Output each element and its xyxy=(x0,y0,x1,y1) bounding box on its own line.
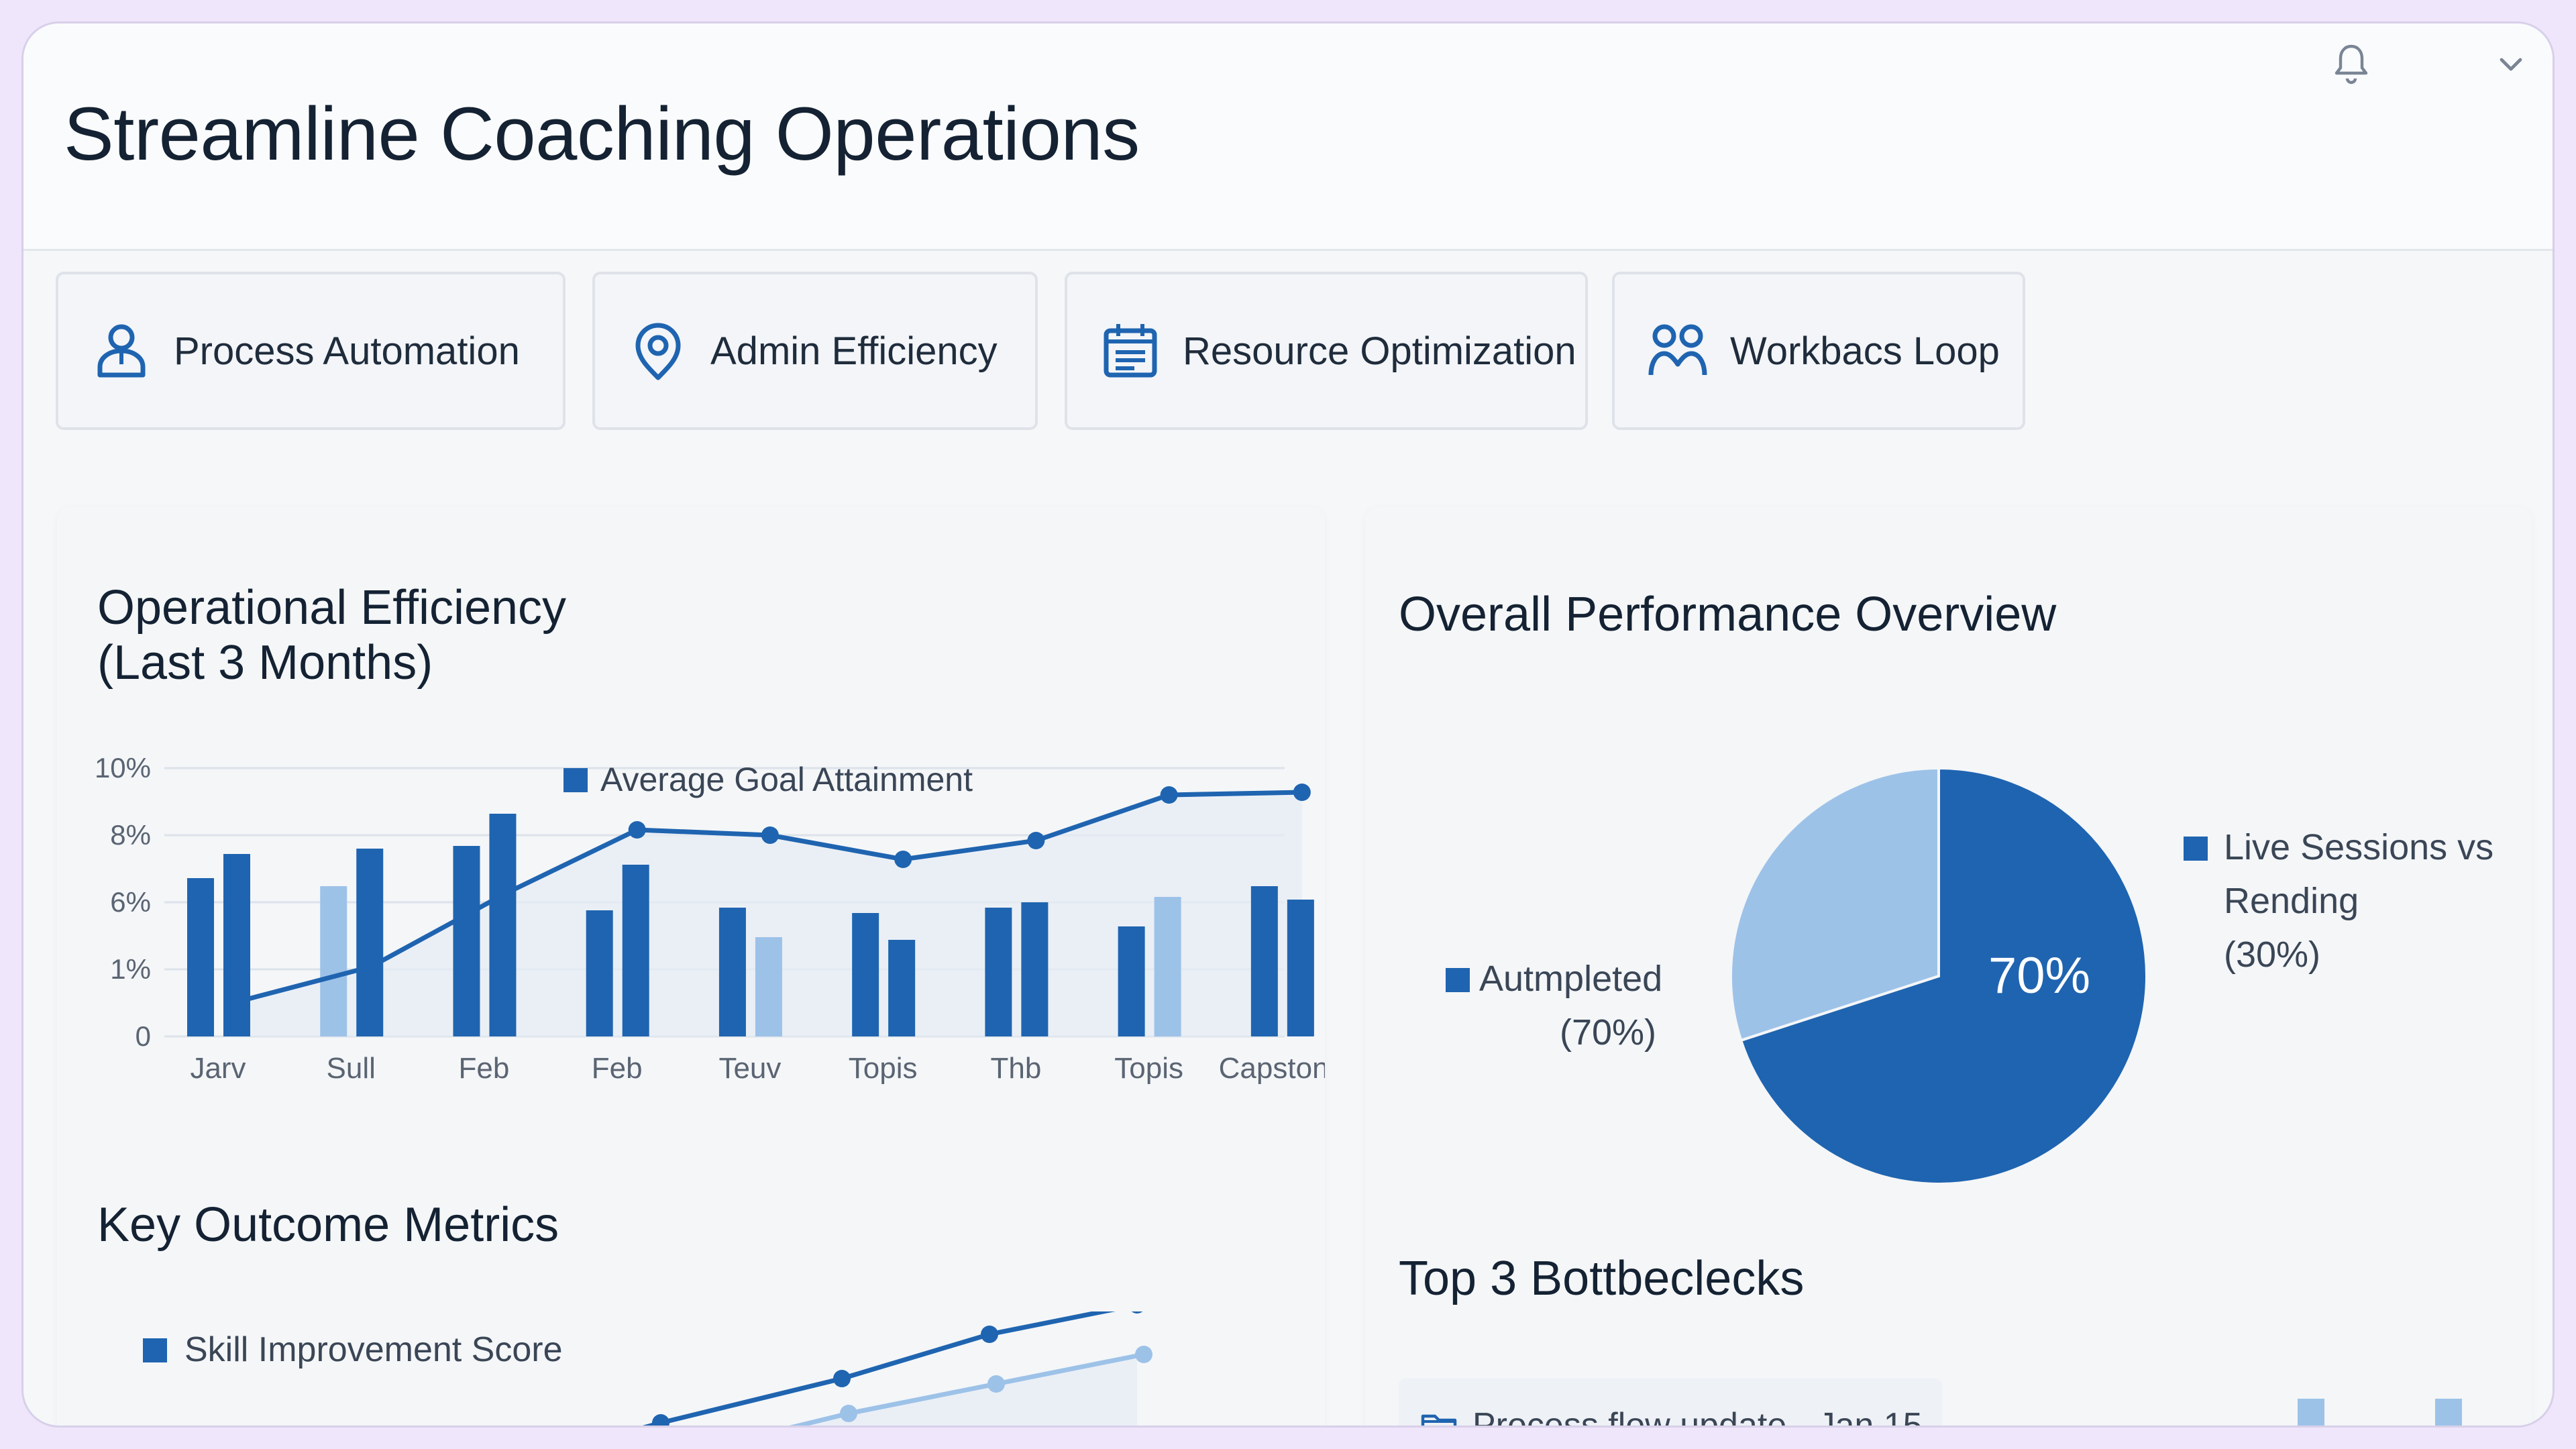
title-subline: (Last 3 Months) xyxy=(97,636,433,690)
bar xyxy=(1154,897,1181,1036)
y-tick-label: 0 xyxy=(136,1020,151,1052)
line-point xyxy=(981,1326,998,1343)
line-point xyxy=(1027,832,1045,849)
folder-icon xyxy=(1421,1414,1457,1426)
line-point xyxy=(833,1370,851,1387)
line-point xyxy=(840,1405,857,1422)
x-tick-label: Jarv xyxy=(190,1052,246,1085)
legend-swatch xyxy=(2184,837,2208,861)
bar xyxy=(2298,1399,2324,1426)
bar xyxy=(718,908,746,1036)
bar xyxy=(888,940,916,1036)
bar xyxy=(1021,902,1049,1036)
page-title: Streamline Coaching Operations xyxy=(64,92,1140,176)
x-tick-label: Feb xyxy=(592,1052,643,1085)
legend-label: Autmpleted xyxy=(1479,959,1662,999)
bottleneck-label: Process flow update - Jan 15 xyxy=(1472,1406,1923,1428)
line-point xyxy=(362,958,380,975)
bar xyxy=(1250,886,1278,1036)
tab-label: Workbacs Loop xyxy=(1730,329,2000,373)
title-line: Operational Efficiency xyxy=(97,581,567,635)
x-tick-label: Teuv xyxy=(718,1052,781,1085)
tab-admin-efficiency[interactable]: Admin Efficiency xyxy=(592,272,1038,430)
line-point xyxy=(495,885,513,903)
key-outcome-metrics-chart: Skill Improvement Score10% xyxy=(143,1311,1152,1426)
legend-label: Average Goal Attainment xyxy=(600,761,973,798)
x-tick-label: Feb xyxy=(459,1052,510,1085)
y-tick-label: 6% xyxy=(110,886,151,918)
performance-overview-card: Overall Performance Overview 70% Autmplet… xyxy=(1365,506,2532,1428)
legend-swatch xyxy=(143,1338,167,1362)
line-point xyxy=(1160,786,1178,804)
line-point xyxy=(1293,784,1311,801)
tab-label: Process Automation xyxy=(174,329,520,373)
x-tick-label: Capstone xyxy=(1219,1052,1325,1085)
bar xyxy=(985,908,1012,1036)
tab-label: Admin Efficiency xyxy=(710,329,998,373)
line-point xyxy=(628,821,646,839)
legend-swatch xyxy=(564,768,588,792)
key-outcome-metrics-title: Key Outcome Metrics xyxy=(97,1198,559,1252)
pie-slice xyxy=(1729,766,1940,1042)
y-tick-label: 1% xyxy=(110,953,151,985)
performance-pie-chart: 70% Autmpleted (70%) Live Sessions vs Rendin… xyxy=(1446,766,2493,1185)
legend-label: Rending xyxy=(2224,881,2359,921)
bar xyxy=(852,913,879,1036)
line-point xyxy=(1131,1311,1143,1313)
header: Streamline Coaching Operations xyxy=(23,23,2553,251)
bar xyxy=(489,814,517,1036)
bar xyxy=(1287,900,1314,1036)
chevron-down-icon[interactable] xyxy=(2484,38,2538,92)
tab-workbacs-loop[interactable]: Workbacs Loop xyxy=(1612,272,2025,430)
bar xyxy=(356,849,384,1036)
tab-resource-optimization[interactable]: Resource Optimization xyxy=(1065,272,1588,430)
bell-icon[interactable] xyxy=(2324,38,2378,92)
operational-efficiency-chart: 0 1% 6% 8% 10% Jarv Sull Feb Feb Teuv Topis Thb Topi… xyxy=(95,752,1325,1085)
line-point xyxy=(652,1414,669,1426)
pie-slice-label: 70% xyxy=(1988,947,2090,1004)
line-point xyxy=(987,1375,1005,1393)
calendar-icon xyxy=(1104,324,1157,378)
bar xyxy=(755,937,782,1036)
performance-overview-title: Overall Performance Overview xyxy=(1399,588,2057,641)
location-pin-icon xyxy=(635,323,681,380)
operational-efficiency-title: Operational Efficiency (Last 3 Months) xyxy=(97,580,566,690)
bottleneck-item[interactable]: Process flow update - Jan 15 xyxy=(1399,1379,1942,1428)
x-tick-label: Topis xyxy=(849,1052,918,1085)
line-point xyxy=(761,826,779,844)
x-tick-label: Thb xyxy=(990,1052,1041,1085)
x-tick-label: Topis xyxy=(1114,1052,1183,1085)
legend-swatch xyxy=(1446,968,1470,992)
app-window: Streamline Coaching Operations Process A… xyxy=(21,21,2555,1428)
y-tick-label: 10% xyxy=(2009,1425,2063,1428)
tab-process-automation[interactable]: Process Automation xyxy=(56,272,566,430)
tab-label: Resource Optimization xyxy=(1183,329,1576,373)
bar xyxy=(1118,926,1145,1036)
people-group-icon xyxy=(1648,324,1707,376)
legend-label: Skill Improvement Score xyxy=(184,1330,563,1369)
operational-efficiency-card: Operational Efficiency (Last 3 Months) 0… xyxy=(57,506,1325,1426)
line-point xyxy=(229,993,247,1010)
line-point xyxy=(1135,1346,1152,1363)
legend-value: (70%) xyxy=(1560,1012,1656,1053)
person-icon xyxy=(97,324,146,378)
pie-slice xyxy=(1739,766,2148,1185)
line-point xyxy=(894,851,912,868)
legend-label: Live Sessions vs xyxy=(2224,827,2493,867)
bar xyxy=(187,878,214,1036)
y-tick-label: 8% xyxy=(110,819,151,851)
bar xyxy=(622,865,649,1036)
bar xyxy=(2435,1399,2462,1426)
bar xyxy=(453,846,480,1036)
x-tick-label: Sull xyxy=(327,1052,376,1085)
y-tick-label: 10% xyxy=(95,752,151,784)
legend-value: (30%) xyxy=(2224,934,2320,975)
bar xyxy=(320,886,347,1036)
bar xyxy=(586,910,613,1036)
bottlenecks-chart: 10% xyxy=(2009,1399,2462,1428)
bottlenecks-title: Top 3 Bottbeclecks xyxy=(1399,1252,1805,1305)
